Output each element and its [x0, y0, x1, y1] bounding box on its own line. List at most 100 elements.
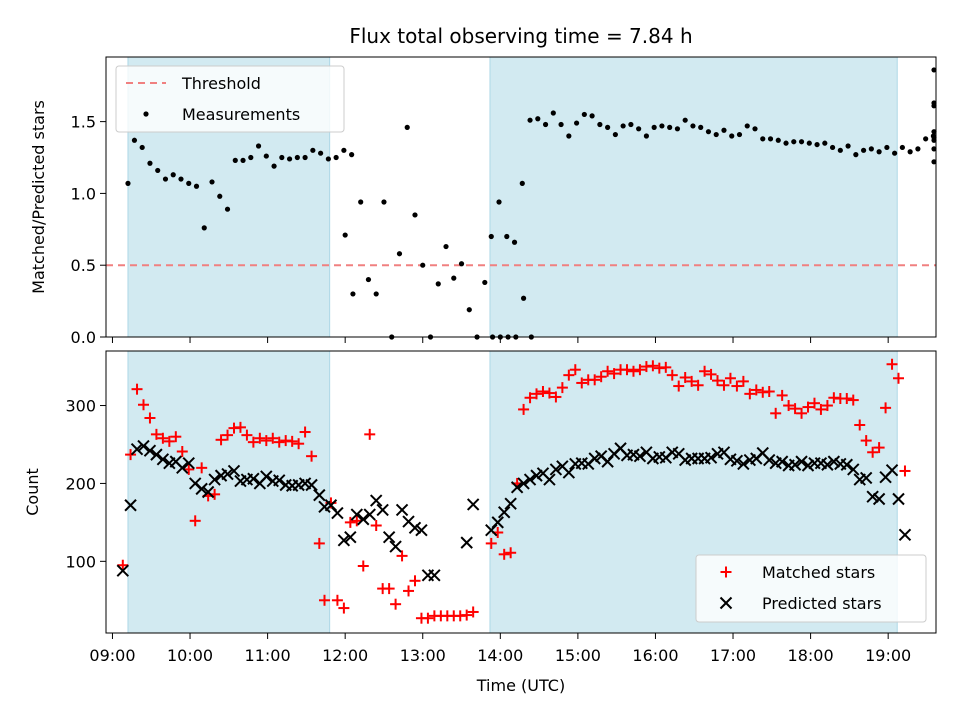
- marker-stroke: [549, 463, 563, 476]
- measurement-point: [876, 149, 882, 155]
- marker-stroke: [763, 453, 776, 467]
- measurement-point: [404, 124, 410, 130]
- predicted-star-point: [633, 449, 647, 463]
- matched-star-point: [763, 386, 775, 398]
- x-tick-label: 13:00: [400, 646, 446, 665]
- predicted-star-point: [201, 485, 215, 499]
- chart-title: Flux total observing time = 7.84 h: [349, 24, 692, 48]
- matched-star-point: [873, 442, 885, 454]
- marker-stroke: [143, 444, 157, 457]
- matched-star-point: [422, 612, 434, 624]
- matched-star-point: [117, 559, 129, 571]
- matched-star-point: [170, 431, 182, 443]
- marker-stroke: [305, 478, 318, 492]
- matched-star-point: [886, 358, 898, 370]
- matched-star-point: [189, 515, 201, 527]
- measurement-point: [482, 279, 488, 286]
- marker-stroke: [517, 477, 530, 490]
- marker-stroke: [717, 446, 731, 459]
- measurement-point: [729, 133, 735, 139]
- matched-star-point: [854, 419, 866, 431]
- matched-star-point: [524, 392, 536, 404]
- marker-stroke: [672, 447, 685, 461]
- predicted-star-point: [195, 482, 208, 496]
- matched-star-point: [338, 602, 350, 614]
- matched-star-point: [150, 428, 162, 440]
- measurement-point: [201, 225, 207, 231]
- x-tick-label: 16:00: [632, 646, 678, 665]
- predicted-star-point: [357, 513, 370, 526]
- marker-stroke: [543, 473, 556, 486]
- measurement-point: [435, 281, 441, 287]
- matched-star-point: [247, 436, 259, 448]
- predicted-star-point: [795, 455, 808, 468]
- matched-star-point: [796, 407, 808, 419]
- matched-star-point: [867, 446, 879, 458]
- matched-star-point: [899, 465, 911, 477]
- measurement-point: [248, 154, 254, 161]
- measurement-point: [279, 154, 285, 161]
- matched-star-point: [137, 399, 149, 411]
- predicted-star-point: [363, 508, 376, 521]
- legend-matched-label: Matched stars: [762, 563, 875, 582]
- measurement-point: [271, 163, 277, 169]
- marker-stroke: [415, 523, 428, 537]
- marker-stroke: [344, 530, 357, 544]
- measurement-point: [310, 147, 316, 153]
- matched-star-point: [705, 368, 717, 380]
- y-tick-label: 0.5: [71, 256, 96, 275]
- predicted-star-point: [504, 497, 517, 510]
- predicted-star-point: [150, 448, 163, 461]
- matched-star-point: [299, 426, 311, 438]
- marker-stroke: [788, 458, 802, 471]
- x-tick-label: 15:00: [555, 646, 601, 665]
- measurement-point: [931, 129, 937, 135]
- predicted-star-point: [124, 499, 137, 512]
- matched-star-point: [163, 435, 175, 447]
- measurement-point: [752, 126, 758, 132]
- measurement-point: [458, 261, 465, 267]
- predicted-star-point: [221, 467, 234, 481]
- measurement-point: [636, 126, 642, 132]
- measurement-point: [798, 139, 805, 145]
- measurement-point: [420, 262, 426, 268]
- matched-star-point: [699, 365, 711, 377]
- measurement-point: [612, 131, 618, 138]
- marker-stroke: [331, 506, 344, 520]
- marker-stroke: [124, 499, 137, 512]
- marker-stroke: [737, 457, 750, 471]
- measurement-point: [396, 251, 403, 257]
- predicted-star-point: [885, 463, 899, 477]
- y-tick-label: 300: [65, 397, 96, 416]
- marker-stroke: [491, 516, 504, 529]
- matched-star-point: [686, 375, 698, 387]
- measurement-point: [451, 275, 457, 281]
- top-legend-box: [115, 65, 345, 133]
- matched-star-point: [608, 368, 620, 380]
- matched-star-point: [383, 583, 395, 595]
- matched-star-point: [660, 361, 672, 373]
- measurement-point: [667, 124, 673, 130]
- measurement-point: [907, 149, 913, 155]
- matched-star-point: [403, 585, 415, 597]
- measurement-point: [744, 123, 750, 129]
- predicted-star-point: [775, 455, 789, 468]
- marker-stroke: [627, 448, 640, 461]
- marker-stroke: [504, 497, 517, 510]
- measurement-point: [767, 136, 774, 142]
- measurement-point: [923, 136, 929, 142]
- marker-stroke: [614, 442, 627, 455]
- matched-star-point: [673, 380, 685, 392]
- marker-stroke: [633, 449, 647, 463]
- measurement-point: [698, 124, 704, 130]
- measurement-point: [125, 180, 131, 186]
- measurement-point: [566, 133, 572, 139]
- measurement-point: [931, 146, 937, 152]
- legend-plus-marker: [720, 566, 732, 578]
- predicted-star-point: [866, 490, 879, 503]
- marker-stroke: [523, 473, 537, 486]
- marker-stroke: [195, 482, 208, 496]
- measurement-point: [496, 199, 502, 205]
- predicted-star-point: [517, 477, 530, 490]
- matched-star-point: [293, 438, 305, 450]
